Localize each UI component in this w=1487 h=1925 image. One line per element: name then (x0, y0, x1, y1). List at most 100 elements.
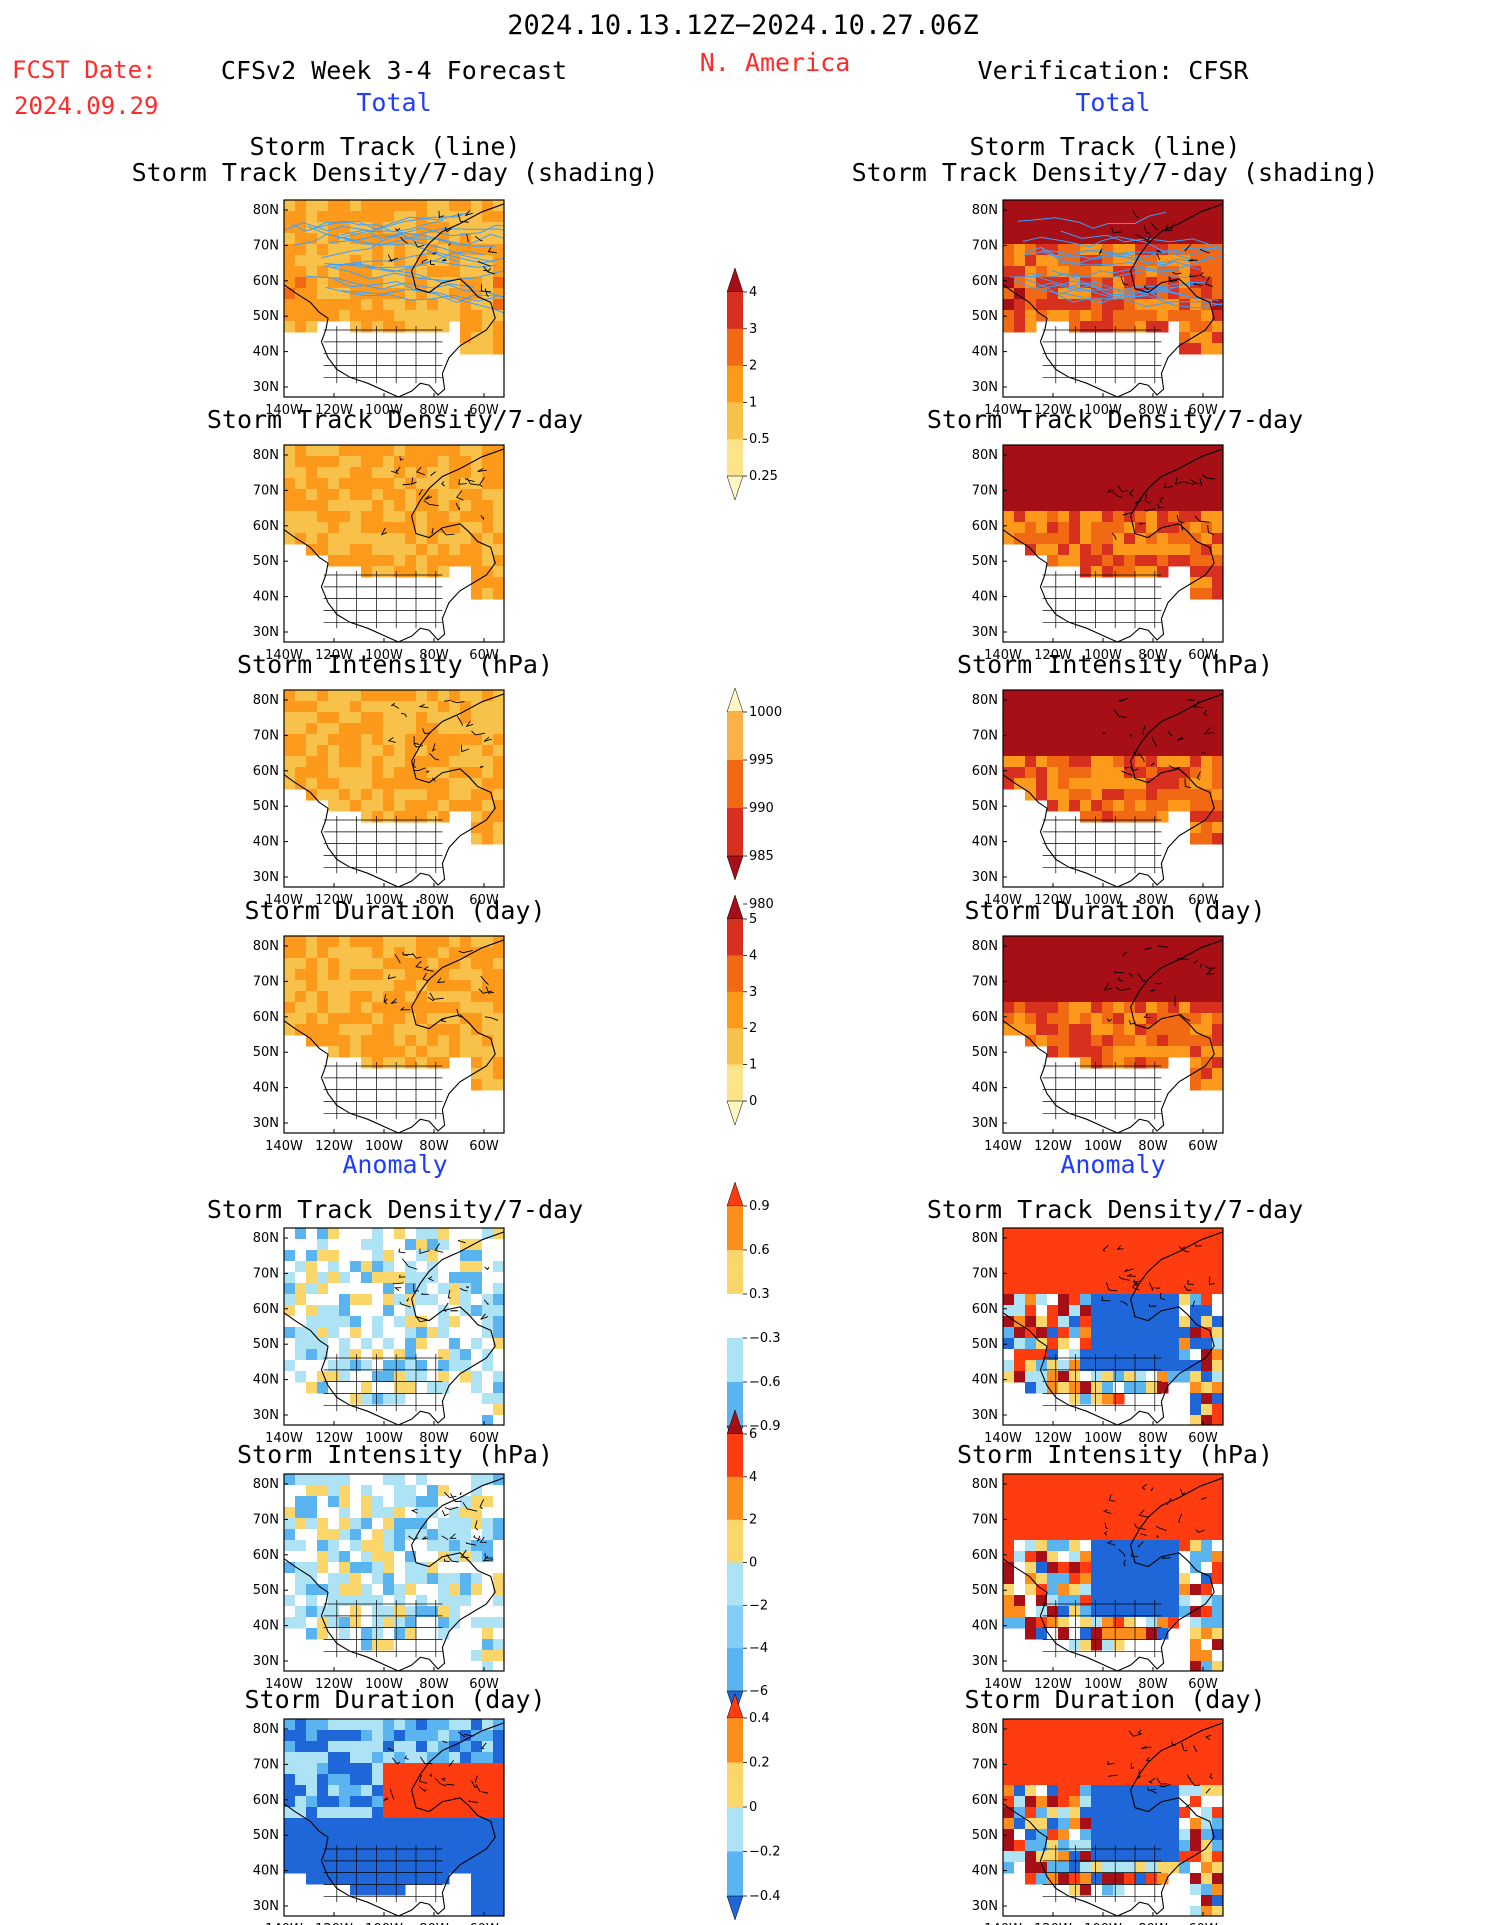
map-panel: 80N 70N 60N 50N 40N 30N 140W 120W 100W 80W 60W (972, 689, 1224, 908)
lon-tick-label: 80W (1138, 403, 1168, 418)
lon-tick-label: 80W (1138, 1431, 1168, 1446)
lon-tick-label: 80W (419, 403, 449, 418)
lat-tick-label: 80N (253, 448, 279, 463)
colorbar-label: 2 (749, 1513, 757, 1528)
lat-tick-label: 40N (972, 590, 998, 605)
lon-tick-label: 60W (469, 648, 499, 663)
lat-tick-label: 70N (972, 1757, 998, 1772)
lat-tick-label: 40N (253, 835, 279, 850)
lat-tick-label: 50N (253, 554, 279, 569)
lat-tick-label: 50N (972, 1045, 998, 1060)
title-left-track-line: Storm Track (line) (249, 132, 521, 161)
colorbar-label: 0.4 (749, 1711, 770, 1726)
lat-tick-label: 70N (253, 1757, 279, 1772)
colorbar-label: 0.6 (749, 1243, 770, 1258)
colorbar-label: 0.5 (749, 432, 770, 447)
lon-tick-label: 60W (1188, 893, 1218, 908)
lon-tick-label: 100W (1084, 403, 1122, 418)
lon-tick-label: 120W (1034, 1677, 1072, 1692)
colorbar-label: 0 (749, 1556, 757, 1571)
lat-tick-label: 30N (253, 1899, 279, 1914)
lat-tick-label: 70N (972, 483, 998, 498)
total-label-right: Total (1075, 88, 1151, 117)
lat-tick-label: 60N (972, 1302, 998, 1317)
lon-tick-label: 140W (984, 403, 1022, 418)
lat-tick-label: 70N (253, 1266, 279, 1281)
lat-tick-label: 60N (253, 1548, 279, 1563)
title-right-duration: Storm Duration (day) (964, 896, 1266, 925)
colorbar-label: 990 (749, 801, 774, 816)
period-title: 2024.10.13.12Z−2024.10.27.06Z (507, 10, 979, 41)
lat-tick-label: 30N (253, 380, 279, 395)
lat-tick-label: 50N (253, 799, 279, 814)
lon-tick-label: 140W (984, 1139, 1022, 1154)
lat-tick-label: 70N (253, 483, 279, 498)
lat-tick-label: 30N (972, 380, 998, 395)
lon-tick-label: 140W (265, 403, 303, 418)
colorbar-label: 1 (749, 1058, 757, 1073)
lon-tick-label: 80W (1138, 1922, 1168, 1925)
lon-tick-label: 140W (265, 1922, 303, 1925)
colorbar-label: 0.2 (749, 1756, 770, 1771)
lat-tick-label: 50N (972, 1337, 998, 1352)
colorbar-label: 1000 (749, 705, 782, 720)
map-panel: 80N 70N 60N 50N 40N 30N 140W 120W 100W 80W 60W (253, 444, 505, 663)
title-right-anom-duration: Storm Duration (day) (964, 1685, 1266, 1714)
title-right-density: Storm Track Density/7-day (926, 405, 1304, 434)
lon-tick-label: 140W (984, 893, 1022, 908)
map-panel: 80N 70N 60N 50N 40N 30N 140W 120W 100W 80W 60W (972, 444, 1224, 663)
lat-tick-label: 80N (972, 448, 998, 463)
colorbar-anom_duration: 0.4 0.2 0 −0.2 −0.4 (726, 1693, 781, 1921)
lon-tick-label: 100W (365, 1139, 403, 1154)
lat-tick-label: 70N (972, 1266, 998, 1281)
lat-tick-label: 50N (253, 1337, 279, 1352)
map-panel: 80N 70N 60N 50N 40N 30N 140W 120W 100W 80W 60W (253, 1227, 505, 1446)
title-left-density: Storm Track Density/7-day (206, 405, 584, 434)
lat-tick-label: 40N (253, 345, 279, 360)
colorbar-label: 980 (749, 897, 774, 912)
colorbar-label: 0.3 (749, 1287, 770, 1302)
colorbar-label: 0.9 (749, 1199, 770, 1214)
lat-tick-label: 80N (972, 1477, 998, 1492)
colorbar-label: 0.25 (749, 469, 778, 484)
lat-tick-label: 70N (972, 974, 998, 989)
lon-tick-label: 60W (1188, 1431, 1218, 1446)
map-panel: 80N 70N 60N 50N 40N 30N 140W 120W 100W 80W 60W (253, 1473, 505, 1692)
map-panel: 80N 70N 60N 50N 40N 30N 140W 120W 100W 80W 60W (972, 1718, 1224, 1925)
lat-tick-label: 60N (253, 519, 279, 534)
lat-tick-label: 40N (972, 1081, 998, 1096)
lon-tick-label: 140W (984, 1677, 1022, 1692)
lon-tick-label: 120W (315, 893, 353, 908)
colorbar-intensity: 1000 995 990 985 980 (726, 687, 782, 912)
lat-tick-label: 50N (972, 1828, 998, 1843)
colorbar-label: 5 (749, 912, 757, 927)
model-title: CFSv2 Week 3-4 Forecast (220, 56, 568, 85)
title-left-anom-density: Storm Track Density/7-day (206, 1195, 584, 1224)
colorbar-label: −0.9 (749, 1419, 781, 1434)
colorbar-label: −0.4 (749, 1889, 781, 1904)
colorbar-label: −0.3 (749, 1331, 781, 1346)
colorbar-label: −4 (749, 1641, 768, 1656)
lon-tick-label: 80W (419, 1922, 449, 1925)
map-panel: 80N 70N 60N 50N 40N 30N 140W 120W 100W 80W 60W (253, 1718, 505, 1925)
lat-tick-label: 60N (253, 1302, 279, 1317)
title-right-track-shading: Storm Track Density/7-day (shading) (851, 158, 1379, 187)
lon-tick-label: 120W (1034, 648, 1072, 663)
title-right-track-line: Storm Track (line) (969, 132, 1241, 161)
lat-tick-label: 30N (972, 1408, 998, 1423)
lat-tick-label: 30N (253, 625, 279, 640)
lat-tick-label: 40N (972, 1864, 998, 1879)
anomaly-label-left: Anomaly (342, 1150, 448, 1179)
colorbar-density: 4 3 2 1 0.5 0.25 (726, 267, 778, 501)
lat-tick-label: 80N (972, 1722, 998, 1737)
lon-tick-label: 120W (1034, 1139, 1072, 1154)
lat-tick-label: 50N (972, 554, 998, 569)
lat-tick-label: 70N (972, 238, 998, 253)
colorbar-label: 3 (749, 322, 757, 337)
lon-tick-label: 60W (1188, 1139, 1218, 1154)
map-panel: 80N 70N 60N 50N 40N 30N 140W 120W 100W 80W 60W (972, 1473, 1224, 1692)
lat-tick-label: 50N (972, 799, 998, 814)
lat-tick-label: 40N (253, 590, 279, 605)
lon-tick-label: 140W (984, 1431, 1022, 1446)
lat-tick-label: 60N (972, 519, 998, 534)
